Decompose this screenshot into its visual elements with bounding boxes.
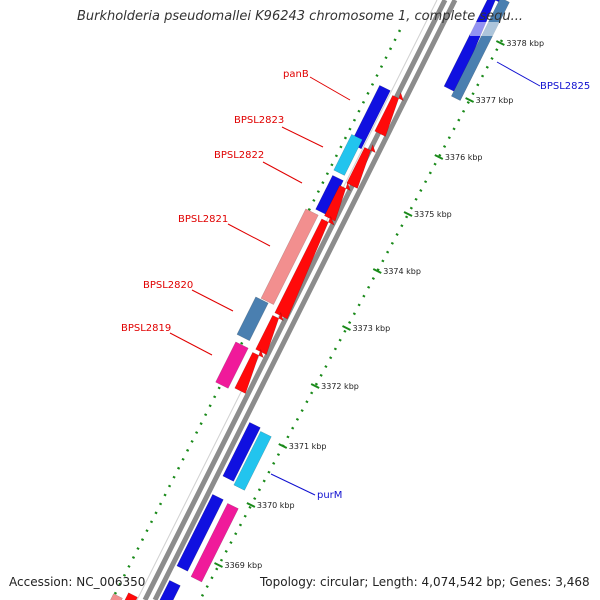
gene-red-2 [346, 143, 376, 189]
tick-dots [110, 29, 504, 600]
tick-label-3: 3376 kbp [445, 153, 483, 162]
gene-BPSL2819 [215, 341, 249, 389]
gene-bottom-blue [159, 579, 181, 600]
tick-label-9: 3370 kbp [257, 501, 295, 510]
leader-BPSL2820 [191, 289, 234, 312]
gene-bottom-red [124, 592, 138, 600]
gene-label-BPSL2822: BPSL2822 [214, 150, 264, 161]
tick-label-10: 3369 kbp [225, 561, 263, 570]
gene-lower-magenta [190, 502, 239, 583]
gene-BPSL2823 [333, 133, 363, 176]
tick-label-5: 3374 kbp [383, 267, 421, 276]
tick-mark-2 [465, 97, 475, 103]
map-title: Burkholderia pseudomallei K96243 chromos… [76, 9, 524, 24]
tick-mark-8 [278, 443, 288, 449]
tick-mark-6 [342, 325, 351, 331]
accession-text: Accession: NC_006350 [9, 575, 146, 589]
gene-features [110, 0, 510, 600]
gene-label-purM: purM [317, 490, 342, 501]
gene-red-5 [255, 311, 284, 356]
inner-tick-dots [198, 39, 504, 600]
gene-BPSL2820 [236, 296, 269, 342]
gene-red-1 [374, 91, 404, 137]
tick-mark-7 [310, 383, 320, 389]
gene-lower-blue-1 [222, 421, 261, 482]
leader-BPSL2822 [262, 161, 303, 184]
backbone-line-2 [152, 0, 458, 600]
gene-red-6 [234, 348, 264, 394]
tick-label-7: 3372 kbp [321, 382, 359, 391]
highlight-overlay [470, 22, 520, 36]
gene-red-4 [274, 215, 335, 320]
tick-label-6: 3373 kbp [352, 324, 390, 333]
leader-BPSL2821 [227, 223, 271, 247]
gene-BPSL2821 [260, 208, 319, 305]
leader-BPSL2825 [496, 61, 541, 87]
gene-purM [233, 430, 272, 491]
tick-mark-4 [403, 211, 413, 217]
gene-label-BPSL2819: BPSL2819 [121, 323, 171, 334]
gene-label-BPSL2825: BPSL2825 [540, 81, 590, 92]
tick-mark-9 [246, 502, 256, 508]
tick-mark-10 [214, 562, 223, 568]
tick-mark-3 [434, 154, 444, 160]
gene-bottom-pink [110, 593, 123, 600]
gene-panB [350, 84, 391, 150]
leader-BPSL2823 [281, 126, 324, 148]
gene-label-BPSL2823: BPSL2823 [234, 115, 284, 126]
kbp-ticks: 3378 kbp 3377 kbp 3376 kbp 3375 kbp 3374 kbp… [214, 39, 544, 570]
gene-lower-blue-2 [176, 493, 224, 572]
tick-mark-5 [372, 268, 382, 274]
leader-BPSL2819 [169, 332, 213, 356]
leader-purM [270, 473, 316, 496]
gene-label-BPSL2821: BPSL2821 [178, 214, 228, 225]
tick-label-1: 3378 kbp [506, 39, 544, 48]
tick-label-8: 3371 kbp [289, 442, 327, 451]
gene-red-3 [324, 181, 351, 222]
tick-label-2: 3377 kbp [476, 96, 514, 105]
gene-labels: panB BPSL2823 BPSL2822 BPSL2821 BPSL2820 BPSL… [121, 22, 590, 501]
leader-panB [309, 76, 351, 101]
backbone [136, 0, 458, 600]
gene-label-panB: panB [283, 69, 309, 80]
tick-label-4: 3375 kbp [414, 210, 452, 219]
tick-mark-1 [495, 40, 505, 46]
gene-label-BPSL2820: BPSL2820 [143, 280, 193, 291]
summary-text: Topology: circular; Length: 4,074,542 bp… [260, 575, 590, 589]
